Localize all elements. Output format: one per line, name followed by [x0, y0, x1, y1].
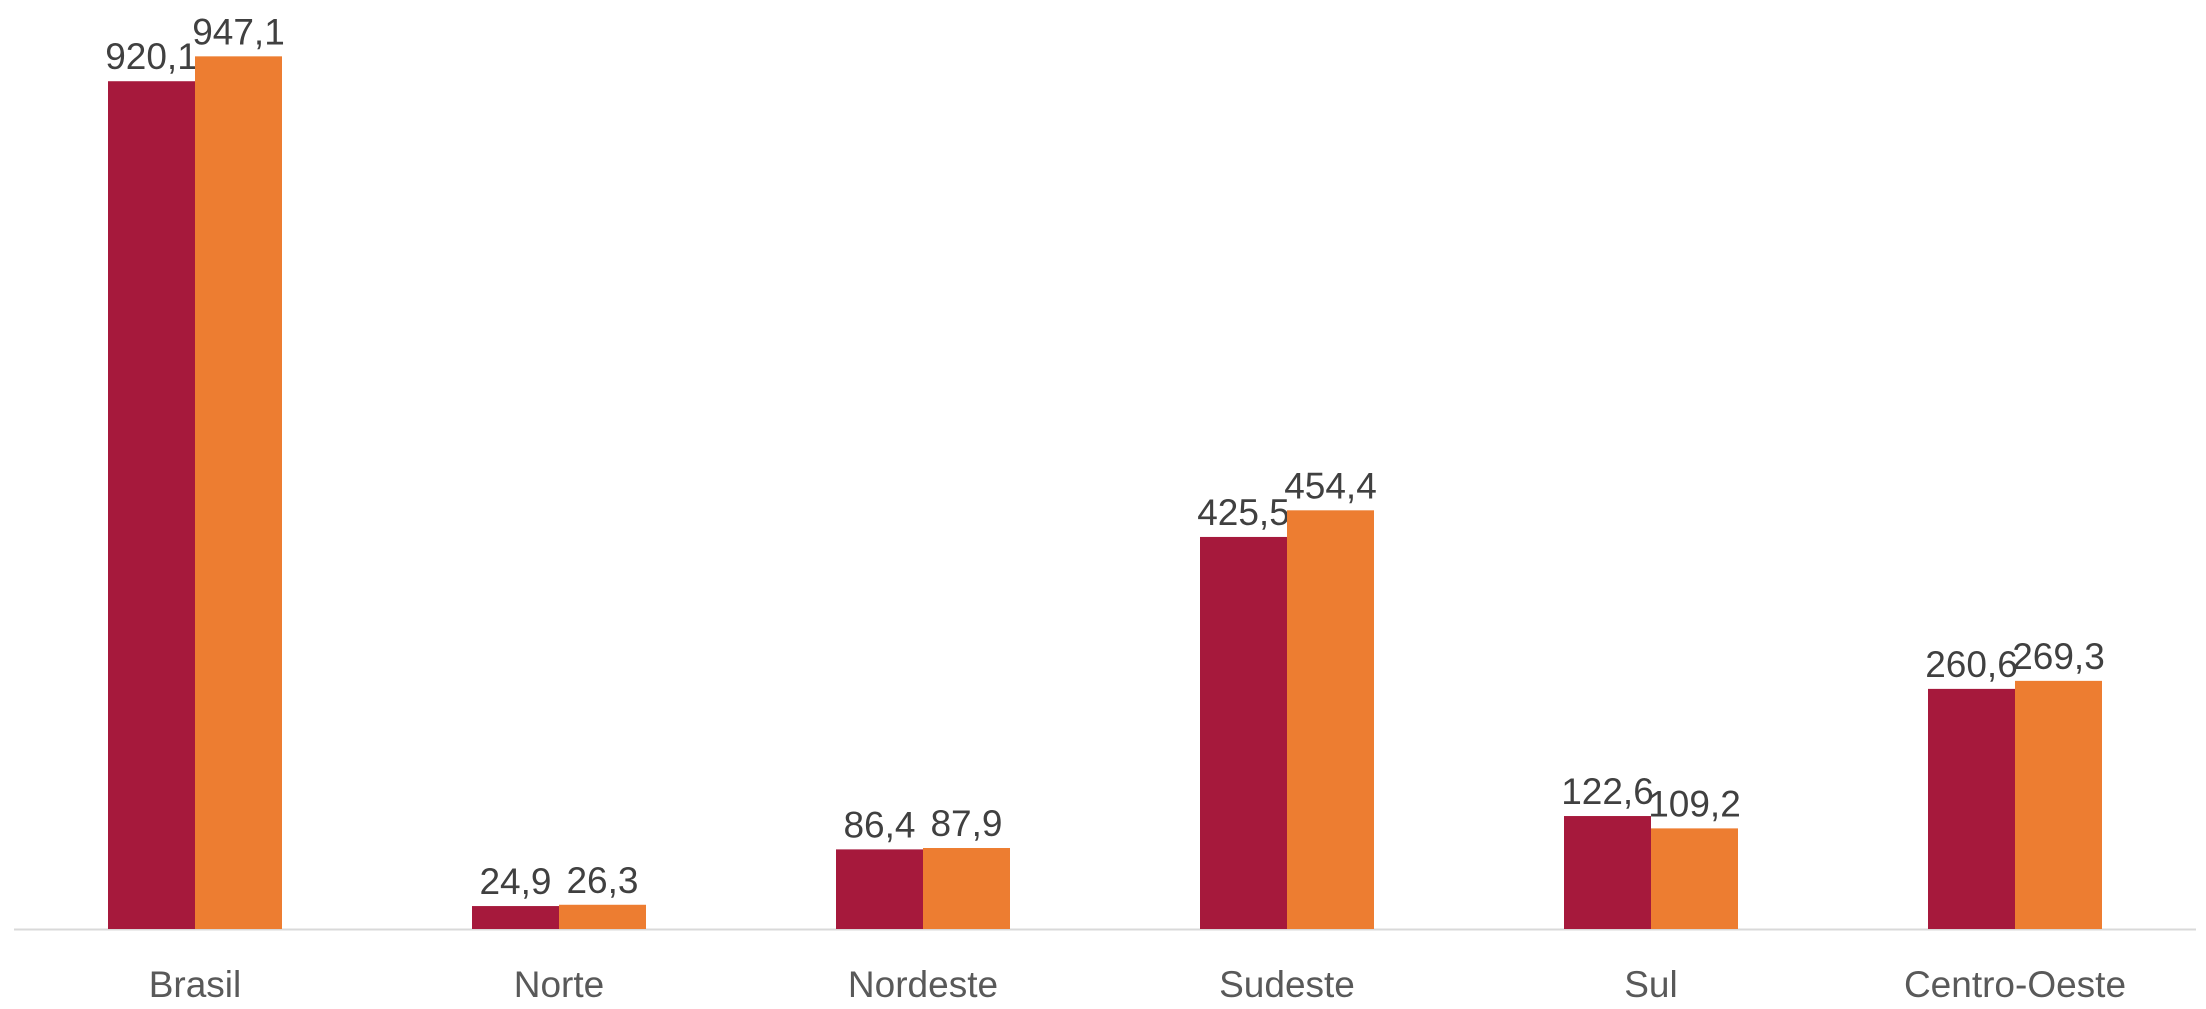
data-label-series-1-brasil: 920,1 [105, 36, 198, 77]
data-label-series-1-sul: 122,6 [1561, 771, 1654, 812]
bar-series-2-sudeste [1287, 510, 1374, 929]
x-tick-label-sul: Sul [1624, 964, 1677, 1005]
bar-series-2-brasil [195, 56, 282, 930]
x-tick-label-sudeste: Sudeste [1219, 964, 1355, 1005]
data-label-series-2-sul: 109,2 [1648, 783, 1741, 824]
x-tick-label-nordeste: Nordeste [848, 964, 998, 1005]
bar-series-2-norte [559, 904, 646, 929]
bar-series-1-norte [472, 906, 559, 929]
data-label-series-1-norte: 24,9 [479, 861, 551, 902]
data-label-series-2-norte: 26,3 [566, 860, 638, 901]
bar-series-1-sudeste [1200, 536, 1287, 929]
data-label-series-2-nordeste: 87,9 [930, 803, 1002, 844]
x-tick-label-brasil: Brasil [149, 964, 242, 1005]
bar-series-1-centro-oeste [1928, 688, 2015, 929]
x-tick-label-norte: Norte [514, 964, 604, 1005]
bar-series-1-sul [1564, 816, 1651, 929]
data-label-series-2-centro-oeste: 269,3 [2012, 636, 2105, 677]
data-label-series-2-brasil: 947,1 [192, 11, 285, 52]
data-label-series-1-nordeste: 86,4 [843, 804, 915, 845]
bar-series-2-nordeste [923, 848, 1010, 929]
data-label-series-1-centro-oeste: 260,6 [1925, 644, 2018, 685]
bar-series-2-centro-oeste [2015, 680, 2102, 929]
data-label-series-2-sudeste: 454,4 [1284, 465, 1377, 506]
data-label-series-1-sudeste: 425,5 [1197, 492, 1290, 533]
bar-series-1-nordeste [836, 849, 923, 929]
bar-series-1-brasil [108, 81, 195, 930]
x-tick-label-centro-oeste: Centro-Oeste [1904, 964, 2126, 1005]
bar-series-2-sul [1651, 828, 1738, 929]
